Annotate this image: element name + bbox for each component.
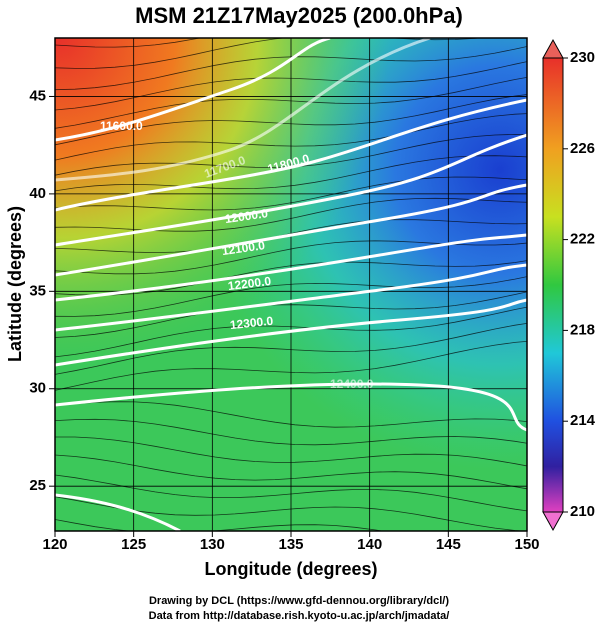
contour-line [55,133,527,247]
grid [55,38,527,531]
streamline [55,61,527,111]
contour-line [55,38,431,182]
colorbar-body [542,57,564,513]
contour-line [55,233,527,302]
y-axis-label: Latitude (degrees) [5,206,25,362]
x-tick-label: 145 [436,536,461,553]
contour-label: 12300.0 [229,314,274,332]
contour-line [55,263,527,332]
x-tick-label: 150 [514,536,539,553]
x-tick-label: 140 [357,536,382,553]
colorbar-tick-label: 222 [570,231,595,248]
colorbar-under [542,511,564,532]
streamline [55,418,527,446]
colorbar-over [542,38,564,59]
contour-line [55,98,527,212]
streamline [55,306,527,358]
streamline [55,76,527,129]
streamline [55,94,527,146]
contour-label: 12100.0 [221,238,266,258]
plot-area: 11600.0 11700.0 11800.0 12000.0 12100.0 … [55,38,527,531]
streamline [55,340,527,391]
contour-line [55,382,527,432]
contour-label: 12000.0 [224,206,269,226]
contours [55,38,527,531]
streamline [55,454,527,490]
colorbar-tick-label: 226 [570,140,595,157]
x-tick-label: 125 [121,536,146,553]
contour-line [55,183,527,277]
colorbar: 210 214 218 222 226 230 [542,38,596,532]
x-tick-label: 135 [278,536,303,553]
streamline [55,260,527,296]
streamline [55,113,527,161]
streamline [55,197,527,232]
streamline [55,436,527,467]
credit: Drawing by DCL (https://www.gfd-dennou.o… [149,595,449,607]
streamline [55,219,527,254]
contour-line [55,298,527,367]
streamline [55,276,527,317]
colorbar-tick-label: 230 [570,49,595,66]
streamline [55,155,527,192]
colorbar-tick-label: 218 [570,321,595,338]
contour-line [55,38,331,142]
colorbar-tick-label: 210 [570,503,595,520]
streamline [55,38,483,69]
x-tick-label: 130 [200,536,225,553]
streamlines [55,38,527,531]
y-tick-label: 35 [29,282,46,299]
y-tick-label: 25 [29,477,46,494]
title: MSM 21Z17May2025 (200.0hPa) [135,3,463,28]
y-tick-label: 45 [29,87,46,104]
contour-label: 11600.0 [100,119,143,133]
streamline [55,474,527,512]
contour-label: 12200.0 [227,274,272,293]
y-tick-label: 40 [29,185,46,202]
colorbar-tick-label: 214 [570,412,596,429]
credit: Data from http://database.rish.kyoto-u.a… [149,610,450,622]
x-tick-label: 120 [42,536,67,553]
axes: 120 125 130 135 140 145 150 25 30 35 40 45 [29,87,539,553]
streamline [55,401,527,428]
streamline [55,38,202,48]
y-tick-label: 30 [29,380,46,397]
streamline [55,291,527,338]
x-axis-label: Longitude (degrees) [204,559,377,579]
streamline [55,176,527,211]
streamline [55,519,385,531]
streamline [55,322,527,375]
contour-label: 12400.0 [330,377,374,391]
contour-line [55,493,181,531]
